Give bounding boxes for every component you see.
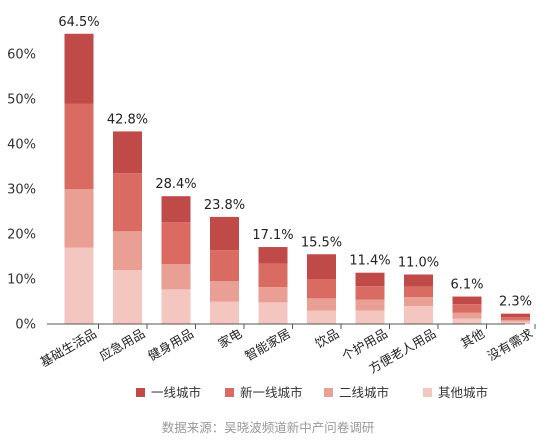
bar-segment <box>501 317 530 320</box>
y-tick-label: 20% <box>7 228 36 243</box>
bar-segment <box>404 306 433 324</box>
bar-segment <box>161 222 191 265</box>
bar-segment <box>452 296 482 305</box>
bar-segment <box>307 298 336 311</box>
category-label: 基础生活品 <box>37 326 99 370</box>
category-label: 没有需求 <box>485 325 536 363</box>
bar-segment <box>210 216 239 251</box>
bar-total-label: 28.4% <box>155 177 196 192</box>
bars-group <box>64 33 530 324</box>
bar-segment <box>258 247 288 264</box>
bar-segment <box>355 272 385 287</box>
legend-swatch <box>225 388 234 397</box>
bar-segment <box>404 286 433 297</box>
legend-label: 新一线城市 <box>240 385 303 400</box>
bar-segment <box>210 250 239 282</box>
bar-segment <box>501 319 530 322</box>
bar-segment <box>64 189 94 248</box>
bar-segment <box>355 299 385 311</box>
category-label: 应急用品 <box>97 326 148 364</box>
y-tick-label: 40% <box>7 138 36 153</box>
y-tick-label: 0% <box>15 318 36 333</box>
legend-swatch <box>136 388 145 397</box>
y-axis: 0% 10% 20% 30% 40% 50% 60% <box>7 48 36 333</box>
bar-segment <box>307 279 336 299</box>
bar-segment <box>210 281 239 302</box>
bar-total-label: 23.8% <box>204 198 245 213</box>
y-tick-label: 50% <box>7 93 36 108</box>
bar-segment <box>161 289 191 324</box>
bar-segment <box>258 302 288 324</box>
bar-segment <box>113 173 142 232</box>
category-label: 其他 <box>458 325 488 351</box>
bar-segment <box>404 297 433 306</box>
bar-total-label: 15.5% <box>301 235 342 250</box>
y-tick-label: 10% <box>7 273 36 288</box>
bar-segment <box>210 301 239 324</box>
bar-total-label: 42.8% <box>107 112 148 127</box>
bar-segment <box>258 287 288 303</box>
legend-label: 一线城市 <box>151 385 201 400</box>
bar-segment <box>307 254 336 279</box>
category-label: 饮品 <box>312 326 341 351</box>
legend-label: 二线城市 <box>339 385 389 400</box>
bar-segment <box>307 310 336 324</box>
bar-total-label: 6.1% <box>450 278 483 293</box>
bar-segment <box>452 318 482 324</box>
bar-segment <box>452 304 482 313</box>
bar-segment <box>258 263 288 288</box>
legend-swatch <box>324 388 333 397</box>
bar-segment <box>113 231 142 270</box>
legend: 一线城市 新一线城市 二线城市 其他城市 <box>136 385 488 400</box>
bar-total-label: 11.0% <box>398 256 439 271</box>
bar-total-label: 2.3% <box>499 295 532 310</box>
bar-segment <box>404 274 433 287</box>
category-label: 家电 <box>215 325 245 351</box>
bar-segment <box>161 196 191 223</box>
bar-segment <box>355 310 385 324</box>
bar-segment <box>355 286 385 300</box>
total-labels-group: 64.5% 42.8% 28.4% 23.8% 17.1% 15.5% 11.4% 11.0%… <box>58 15 532 310</box>
bar-segment <box>64 33 94 104</box>
bar-segment <box>452 312 482 319</box>
bar-segment <box>113 131 142 174</box>
bar-segment <box>161 264 191 290</box>
bar-segment <box>113 270 142 324</box>
bar-segment <box>501 313 530 318</box>
bar-segment <box>64 247 94 324</box>
y-tick-label: 60% <box>7 48 36 63</box>
bar-total-label: 11.4% <box>349 254 390 269</box>
y-tick-label: 30% <box>7 183 36 198</box>
bar-segment <box>501 321 530 324</box>
bar-total-label: 17.1% <box>252 228 293 243</box>
category-label: 健身用品 <box>145 326 196 364</box>
legend-label: 其他城市 <box>438 385 488 400</box>
category-label: 智能家居 <box>242 326 293 364</box>
source-note: 数据来源：吴晓波频道新中产问卷调研 <box>162 420 375 435</box>
bar-segment <box>64 103 94 189</box>
legend-swatch <box>423 388 432 397</box>
bar-total-label: 64.5% <box>58 15 99 30</box>
